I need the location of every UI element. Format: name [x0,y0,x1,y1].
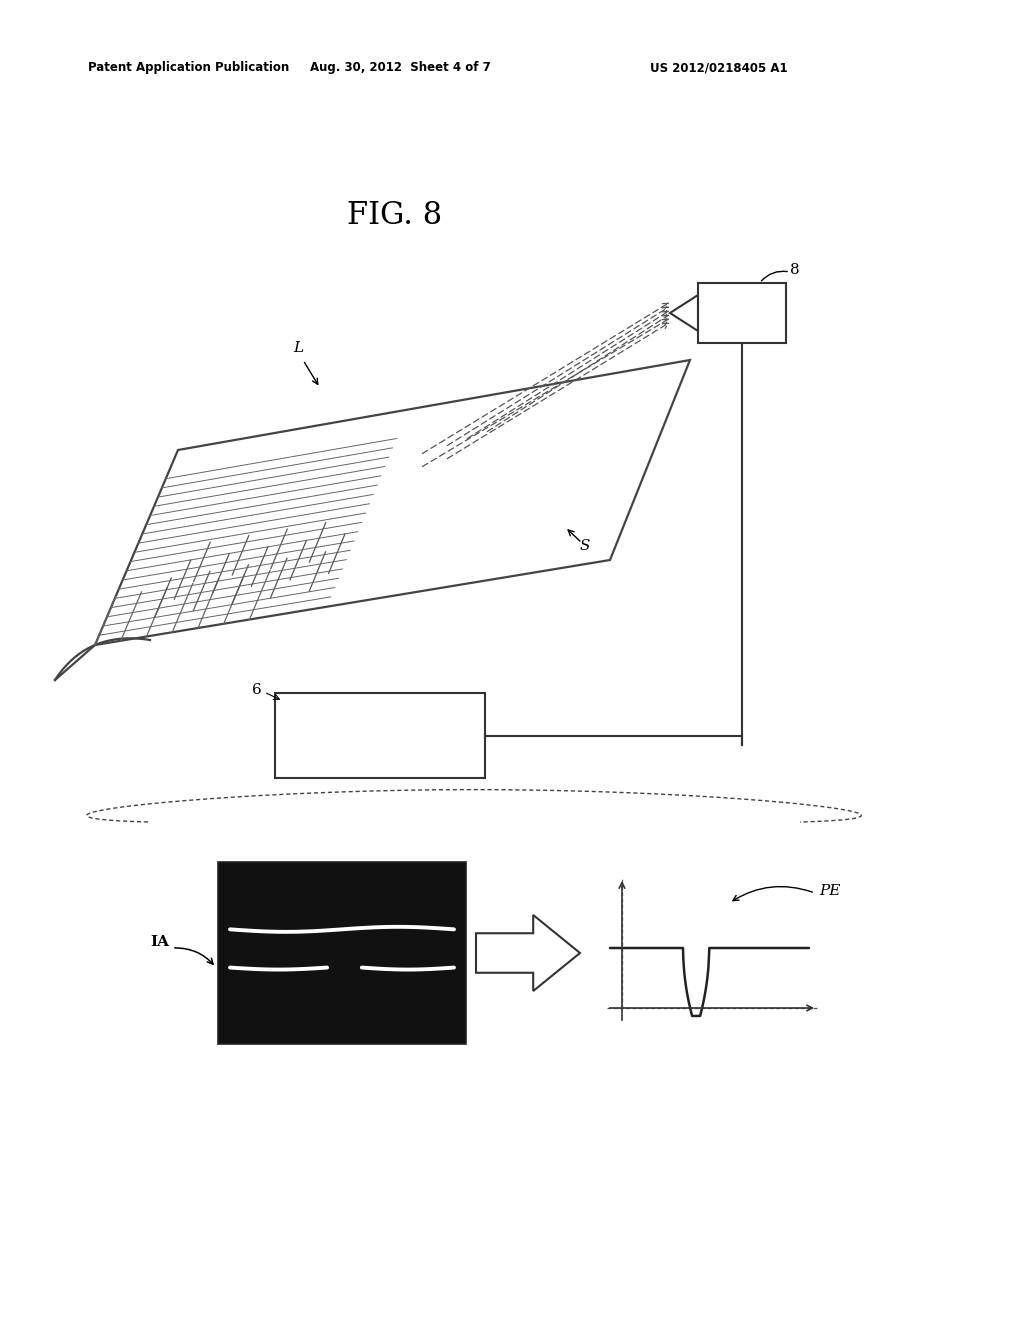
Text: Patent Application Publication: Patent Application Publication [88,62,289,74]
Bar [698,282,786,343]
Text: US 2012/0218405 A1: US 2012/0218405 A1 [650,62,787,74]
Text: Aug. 30, 2012  Sheet 4 of 7: Aug. 30, 2012 Sheet 4 of 7 [309,62,490,74]
Text: S: S [580,539,591,553]
Text: FIG. 8: FIG. 8 [347,199,442,231]
Bar [275,693,485,777]
Text: IA: IA [151,935,170,949]
Text: L: L [293,341,303,355]
Text: 8: 8 [790,263,800,277]
Text: 6: 6 [252,682,262,697]
Bar [218,862,466,1044]
Text: PE: PE [819,884,841,898]
